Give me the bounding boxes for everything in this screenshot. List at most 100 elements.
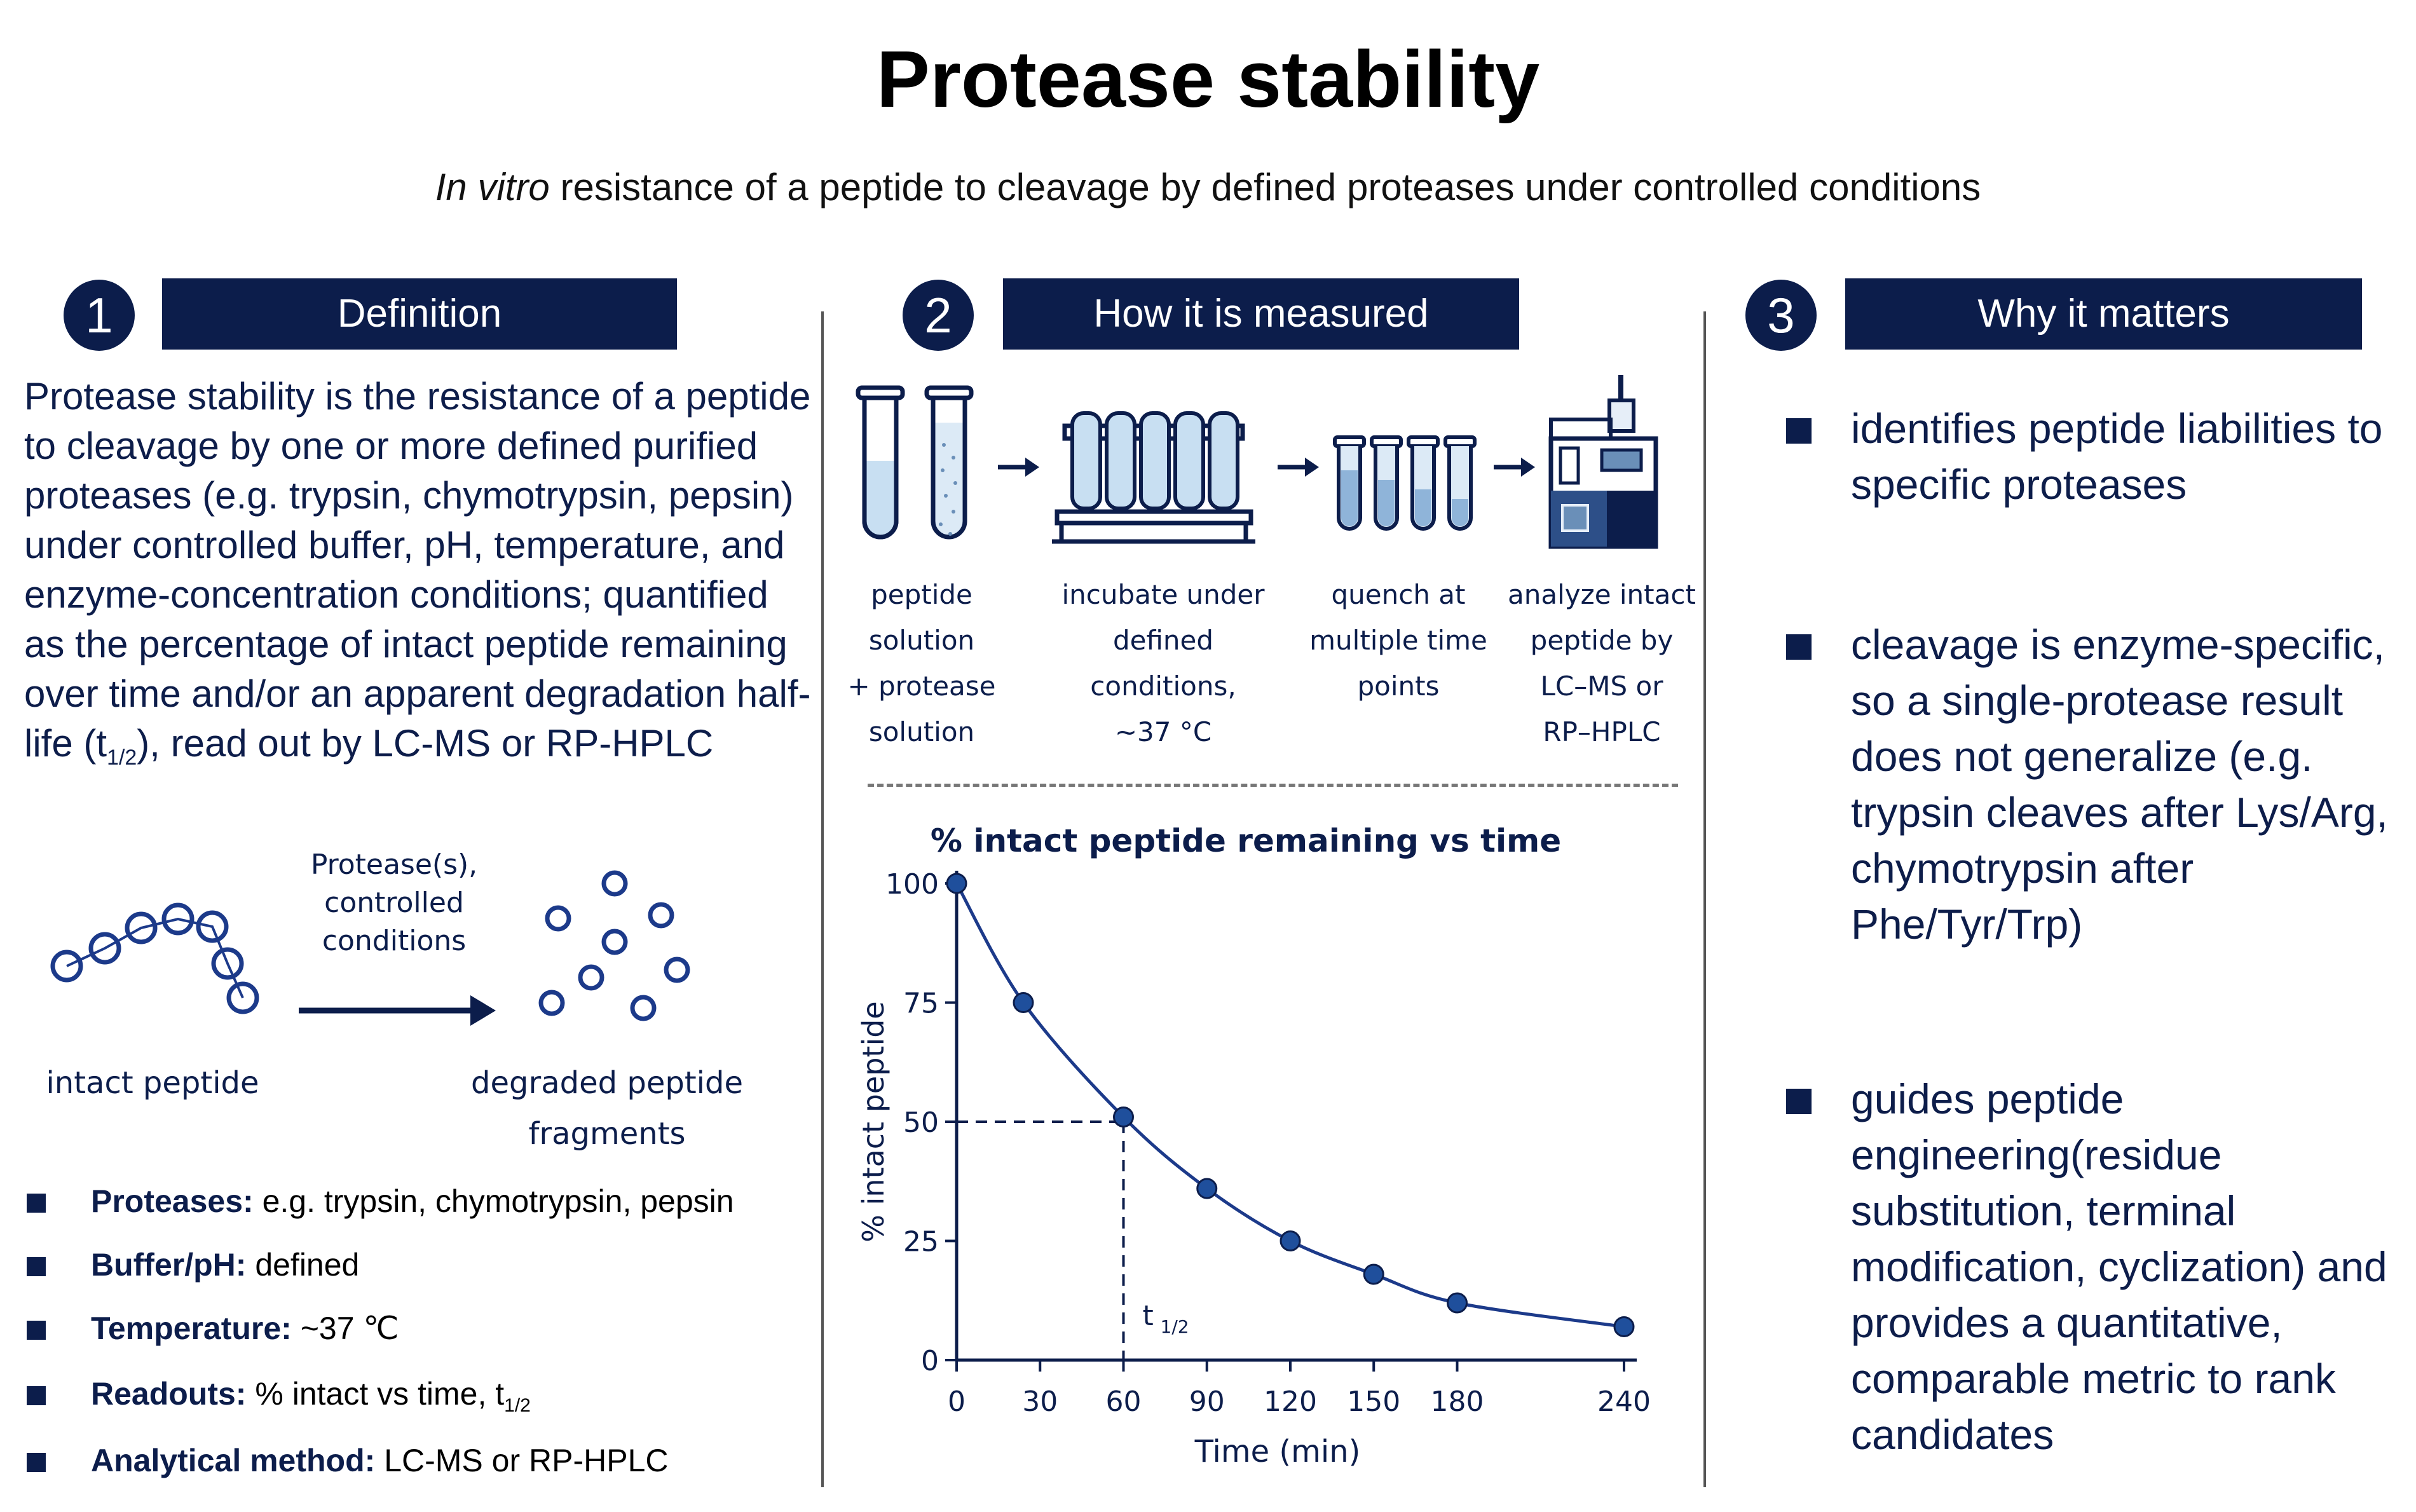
data-point-0 [946, 873, 967, 894]
data-point-60 [1113, 1107, 1134, 1127]
step-2-line-3: ~37 °C [1114, 716, 1212, 747]
why-item-3-text: guides peptide engineering(residue subst… [1851, 1075, 2387, 1458]
x-tick-label-240: 240 [1597, 1386, 1651, 1418]
halflife-label-sub: 1/2 [1161, 1316, 1189, 1337]
parameter-label: Temperature: [91, 1311, 292, 1346]
column-divider-right [1703, 311, 1706, 1487]
definition-text: Protease stability is the resistance of … [24, 372, 819, 782]
data-point-120 [1280, 1230, 1301, 1251]
y-tick-label-100: 100 [885, 868, 939, 901]
why-item-1-text: identifies peptide liabilities to specif… [1851, 405, 2383, 508]
parameter-sub: 1/2 [504, 1395, 531, 1416]
flow-arrow-3 [1494, 458, 1535, 477]
why-list: identifies peptide liabilities to specif… [1780, 400, 2403, 1481]
degraded-label-line-1: degraded peptide [471, 1065, 743, 1101]
step-4-line-2: peptide by [1530, 625, 1674, 656]
definition-text-end: ), read out by LC-MS or RP-HPLC [137, 722, 714, 765]
series-line [955, 882, 1625, 1328]
bullet-square-icon [27, 1321, 46, 1340]
lcms-instrument-icon [1548, 375, 1658, 549]
step-1-line-2: + protease [847, 671, 996, 702]
step-4-label: analyze intact peptide by LC–MS or RP–HPLC [1506, 572, 1697, 755]
step-4-line-3: LC–MS or [1540, 671, 1663, 702]
x-tick-label-0: 0 [948, 1386, 966, 1418]
bullet-square-icon [27, 1386, 46, 1405]
chart-title: % intact peptide remaining vs time [931, 822, 1561, 859]
x-tick-label-90: 90 [1189, 1386, 1225, 1418]
page-subtitle: In vitro resistance of a peptide to clea… [0, 162, 2416, 213]
page-title: Protease stability [876, 34, 1540, 124]
bullet-square-icon [27, 1257, 46, 1276]
bullet-square-icon [27, 1194, 46, 1213]
subtitle-text: resistance of a peptide to cleavage by d… [549, 166, 1981, 208]
step-3-line-3: points [1357, 671, 1440, 702]
chart-plot-area: 0 25 50 75 100 0 30 60 90 120 150 180 240 t 1/2 [885, 868, 1651, 1418]
data-point-150 [1363, 1263, 1384, 1285]
workflow-illustrations [856, 375, 1658, 549]
x-tick-label-180: 180 [1431, 1386, 1484, 1418]
data-point-240 [1613, 1316, 1635, 1337]
bullet-square-icon [27, 1453, 46, 1472]
bullet-square-icon [1786, 418, 1812, 444]
step-4-line-1: analyze intact [1508, 579, 1696, 610]
section-1-number: 1 [64, 280, 135, 351]
y-tick-label-50: 50 [903, 1107, 939, 1139]
chart-x-axis-label: Time (min) [1194, 1434, 1361, 1469]
definition-halflife-sub: 1/2 [107, 746, 137, 770]
chart-y-axis-label: % intact peptide [856, 1001, 891, 1242]
peptide-fragments [538, 870, 690, 1021]
y-tick-label-25: 25 [903, 1226, 939, 1258]
x-tick-label-30: 30 [1022, 1386, 1058, 1418]
parameter-value: % intact vs time, t [246, 1376, 505, 1412]
bullet-square-icon [1786, 634, 1812, 660]
halflife-label: t [1143, 1300, 1154, 1332]
step-2-line-1: incubate under [1061, 579, 1265, 610]
step-4-line-4: RP–HPLC [1543, 716, 1661, 747]
subtitle-italic: In vitro [435, 166, 550, 208]
intact-peptide-label: intact peptide [46, 1065, 259, 1101]
step-1-line-1: peptide solution [868, 579, 975, 656]
test-tubes-icon [856, 385, 974, 540]
flow-arrow-1 [998, 458, 1039, 477]
step-2-label: incubate under defined conditions, ~37 °C [1036, 572, 1290, 755]
bullet-square-icon [1786, 1089, 1812, 1114]
y-tick-label-0: 0 [921, 1345, 939, 1377]
parameter-value: LC-MS or RP-HPLC [375, 1443, 669, 1478]
step-1-line-3: solution [868, 716, 975, 747]
x-tick-label-150: 150 [1347, 1386, 1400, 1418]
parameter-value: defined [246, 1247, 360, 1283]
parameter-label: Analytical method: [91, 1443, 376, 1478]
flow-arrow-2 [1278, 458, 1319, 477]
quench-fill [1341, 470, 1468, 526]
step-1-label: peptide solution + protease solution [826, 572, 1017, 755]
section-2-heading: How it is measured [1003, 278, 1519, 350]
step-3-line-1: quench at [1331, 579, 1466, 610]
section-3-number: 3 [1745, 280, 1817, 351]
arrow-label-line-1: Protease(s), [311, 848, 477, 881]
data-point-180 [1447, 1292, 1468, 1314]
step-3-label: quench at multiple time points [1309, 572, 1487, 709]
incubation-tubes [1070, 411, 1239, 510]
parameter-list: Proteases: e.g. trypsin, chymotrypsin, p… [24, 1182, 819, 1487]
arrow-label-line-2: controlled [324, 887, 464, 919]
column-divider-left [821, 311, 824, 1487]
step-2-line-2: defined conditions, [1090, 625, 1236, 702]
degradation-chart: % intact peptide remaining vs time % int… [856, 822, 1651, 1469]
degraded-label-line-2: fragments [528, 1116, 685, 1152]
parameter-label: Proteases: [91, 1183, 254, 1219]
intact-peptide-chain [50, 902, 259, 1014]
arrow-label-line-3: conditions [322, 925, 466, 957]
section-1-heading: Definition [162, 278, 677, 350]
data-point-24 [1013, 992, 1034, 1013]
parameter-label: Buffer/pH: [91, 1247, 247, 1283]
parameter-label: Readouts: [91, 1376, 247, 1412]
why-item-2-text: cleavage is enzyme-specific, so a single… [1851, 621, 2388, 948]
parameter-value: ~37 ℃ [291, 1311, 399, 1346]
protease-dots [939, 443, 957, 536]
protease-arrow [299, 995, 496, 1026]
y-tick-label-75: 75 [903, 988, 939, 1020]
data-point-90 [1196, 1178, 1218, 1199]
step-3-line-2: multiple time [1309, 625, 1487, 656]
parameter-value: e.g. trypsin, chymotrypsin, pepsin [253, 1183, 734, 1219]
x-tick-label-120: 120 [1264, 1386, 1317, 1418]
